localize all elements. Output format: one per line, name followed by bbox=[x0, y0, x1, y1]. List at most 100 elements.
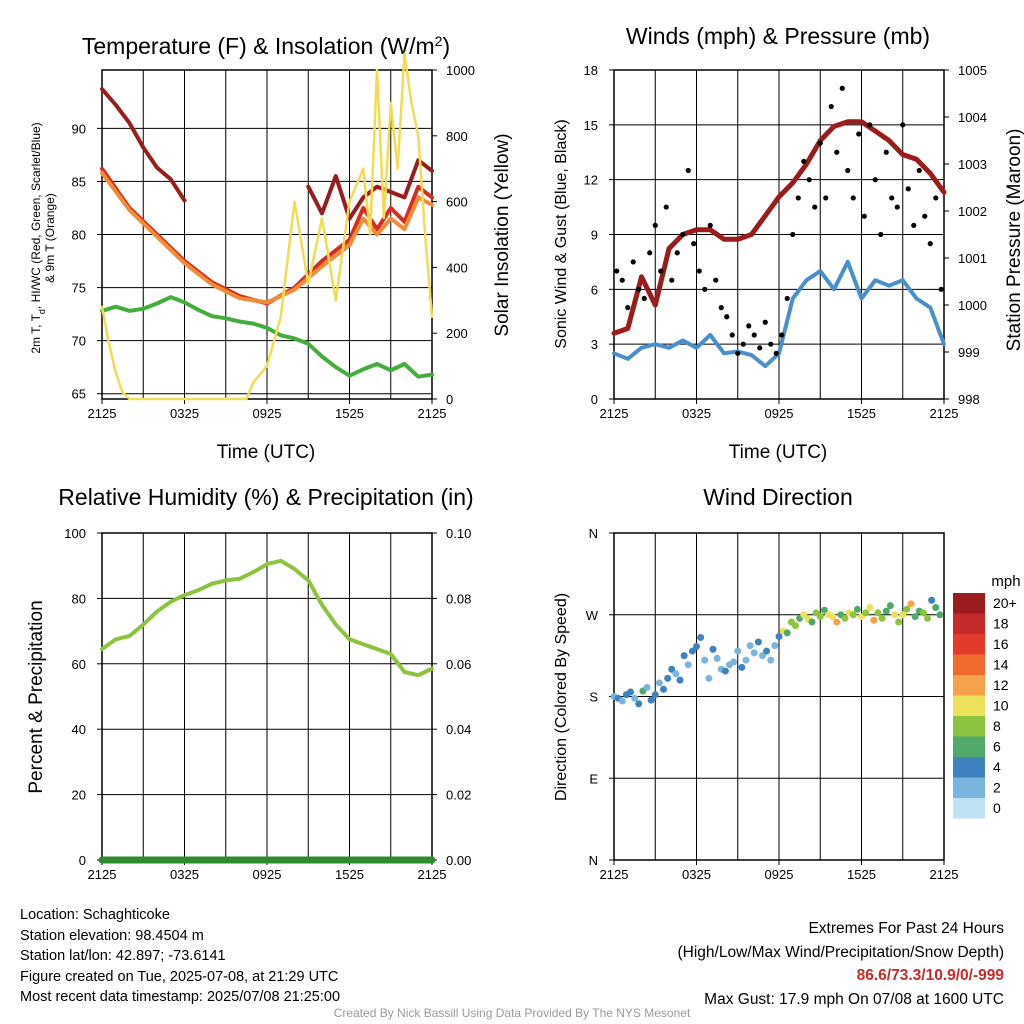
gust-point bbox=[911, 222, 917, 228]
station-location: Location: Schaghticoke bbox=[20, 907, 170, 923]
y-tick-label: 6 bbox=[591, 282, 598, 297]
y-tick-label: 3 bbox=[591, 337, 598, 352]
gust-point bbox=[669, 277, 675, 283]
wind-direction-point bbox=[849, 611, 857, 619]
gust-point bbox=[900, 122, 906, 128]
gust-point bbox=[735, 350, 741, 356]
legend-swatch bbox=[953, 798, 985, 819]
wind-direction-point bbox=[759, 652, 766, 660]
legend-swatch bbox=[953, 736, 985, 757]
gust-point bbox=[702, 286, 708, 292]
station-info: Location: Schaghticoke Station elevation… bbox=[20, 905, 340, 1008]
gust-point bbox=[630, 259, 636, 265]
gust-point bbox=[834, 149, 840, 155]
wind-direction-point bbox=[763, 647, 771, 655]
direction-tick-label: W bbox=[586, 608, 599, 623]
gust-point bbox=[938, 286, 944, 292]
y2-tick-label: 1003 bbox=[958, 157, 987, 172]
gust-point bbox=[713, 277, 719, 283]
gust-point bbox=[751, 332, 757, 338]
wind-direction-point bbox=[783, 629, 791, 637]
gust-point bbox=[647, 250, 653, 256]
credit-line: Created By Nick Bassill Using Data Provi… bbox=[333, 1006, 691, 1020]
y2-tick-label: 1004 bbox=[958, 110, 987, 125]
wind-direction-point bbox=[730, 658, 738, 666]
gust-point bbox=[801, 158, 807, 164]
wind-direction-point bbox=[651, 691, 659, 699]
gust-point bbox=[762, 319, 768, 325]
wind-direction-point bbox=[713, 654, 721, 662]
wind-speed-legend-title: mph bbox=[991, 573, 1020, 590]
x-tick-label: 2125 bbox=[600, 406, 629, 421]
gust-point bbox=[905, 186, 911, 192]
gust-point bbox=[740, 341, 746, 347]
direction-tick-label: E bbox=[589, 771, 598, 786]
legend-swatch bbox=[953, 593, 985, 614]
gust-point bbox=[823, 195, 829, 201]
x-tick-label: 0325 bbox=[170, 867, 199, 882]
wind-direction-point bbox=[701, 656, 709, 664]
wind-direction-point bbox=[754, 638, 762, 646]
x-tick-label: 1525 bbox=[335, 406, 364, 421]
y-tick-label: 80 bbox=[72, 591, 86, 606]
x-tick-label: 2125 bbox=[600, 867, 629, 882]
wind-direction-point bbox=[816, 613, 824, 621]
gust-point bbox=[889, 195, 895, 201]
gust-point bbox=[773, 350, 779, 356]
wind-direction-point bbox=[911, 613, 919, 621]
extremes-subtitle: (High/Low/Max Wind/Precipitation/Snow De… bbox=[677, 943, 1005, 961]
wind-direction-point bbox=[655, 679, 663, 687]
wind-direction-chart-title: Wind Direction bbox=[703, 484, 853, 510]
gust-point bbox=[878, 231, 884, 238]
y-tick-label: 100 bbox=[64, 526, 86, 541]
y2-tick-label: 800 bbox=[446, 129, 468, 144]
wind-direction-point bbox=[928, 596, 936, 604]
gust-point bbox=[856, 131, 862, 137]
wind-direction-point bbox=[771, 642, 779, 650]
wind-direction-point bbox=[709, 645, 717, 653]
gust-point bbox=[795, 195, 801, 201]
wind-direction-point bbox=[693, 643, 700, 651]
legend-label: 18 bbox=[993, 616, 1009, 632]
temperature-series-line-5 bbox=[100, 52, 434, 401]
wind-direction-point bbox=[886, 602, 894, 610]
y2-tick-label: 600 bbox=[446, 195, 468, 210]
temperature-insolation-panel: Temperature (F) & Insolation (W/m2) 2m T… bbox=[29, 33, 513, 463]
wind-direction-point bbox=[919, 609, 927, 617]
x-tick-label: 2125 bbox=[930, 867, 959, 882]
y2-tick-label: 0.08 bbox=[446, 591, 471, 606]
temperature-chart-title: Temperature (F) & Insolation (W/m2) bbox=[82, 33, 450, 59]
y-tick-label: 65 bbox=[72, 387, 86, 402]
x-tick-label: 2125 bbox=[418, 406, 447, 421]
y2-tick-label: 400 bbox=[446, 260, 468, 275]
wind-direction-point bbox=[866, 603, 874, 611]
max-gust: Max Gust: 17.9 mph On 07/08 at 1600 UTC bbox=[704, 990, 1004, 1008]
wind-direction-point bbox=[738, 663, 746, 671]
legend-label: 8 bbox=[993, 718, 1001, 734]
wind-direction-point bbox=[697, 633, 705, 641]
wind-direction-point bbox=[775, 633, 783, 641]
wind-direction-point bbox=[618, 697, 626, 705]
y-tick-label: 0 bbox=[79, 853, 86, 868]
y2-tick-label: 200 bbox=[446, 326, 468, 341]
gust-point bbox=[861, 213, 867, 219]
wind-speed-line bbox=[612, 259, 946, 369]
wind-direction-point bbox=[705, 674, 713, 682]
wind-direction-point bbox=[882, 607, 890, 615]
wind-direction-point bbox=[924, 614, 931, 622]
recent-data-timestamp: Most recent data timestamp: 2025/07/08 2… bbox=[20, 989, 341, 1005]
y2-tick-label: 0.06 bbox=[446, 657, 471, 672]
y-tick-label: 15 bbox=[584, 118, 598, 133]
gust-point bbox=[812, 204, 818, 210]
y2-tick-label: 1002 bbox=[958, 204, 987, 219]
x-tick-label: 0325 bbox=[682, 406, 711, 421]
wind-direction-point bbox=[643, 683, 651, 691]
legend-swatch bbox=[953, 654, 985, 675]
y-tick-label: 85 bbox=[72, 174, 86, 189]
y-tick-label: 20 bbox=[72, 788, 86, 803]
gust-point bbox=[850, 195, 856, 201]
gust-point bbox=[768, 341, 774, 347]
humidity-chart-title: Relative Humidity (%) & Precipitation (i… bbox=[58, 484, 473, 510]
temperature-series-line-3 bbox=[100, 87, 187, 203]
gust-point bbox=[784, 295, 790, 302]
